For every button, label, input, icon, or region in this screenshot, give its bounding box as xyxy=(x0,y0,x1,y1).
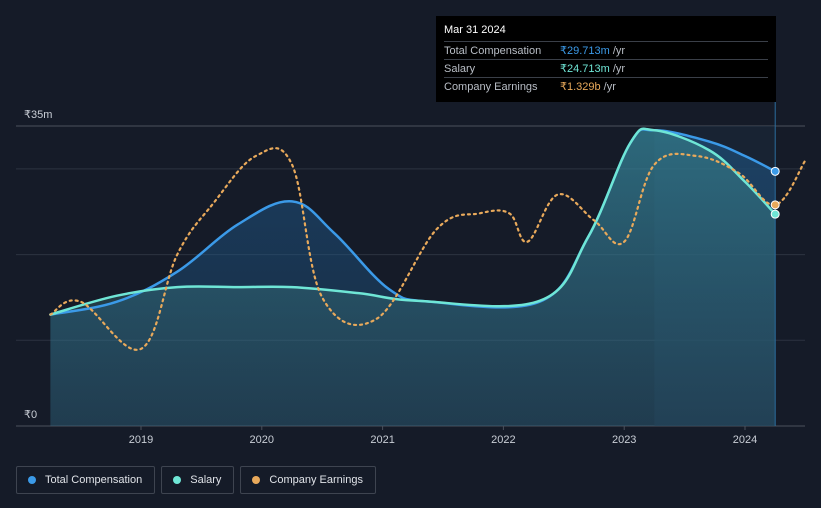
tooltip-value: ₹1.329b xyxy=(560,81,601,93)
marker-total-compensation xyxy=(770,166,780,176)
tooltip-label: Company Earnings xyxy=(444,80,538,93)
legend-label: Salary xyxy=(190,474,222,486)
y-axis: ₹35m ₹0 xyxy=(24,109,52,421)
tooltip-value: ₹24.713m xyxy=(560,63,610,75)
tooltip-label: Salary xyxy=(444,62,476,75)
marker-salary xyxy=(770,209,780,219)
x-tick-label: 2020 xyxy=(250,434,274,446)
legend-item-total-compensation[interactable]: Total Compensation xyxy=(16,466,156,494)
tooltip-date: Mar 31 2024 xyxy=(444,24,506,36)
y-tick-label: ₹35m xyxy=(24,109,52,121)
legend-item-salary[interactable]: Salary xyxy=(161,466,235,494)
x-tick-label: 2022 xyxy=(491,434,515,446)
series-markers xyxy=(770,166,780,219)
x-tick-label: 2023 xyxy=(612,434,636,446)
tooltip-label: Total Compensation xyxy=(444,44,542,57)
legend: Total Compensation Salary Company Earnin… xyxy=(16,466,376,494)
line-company-earnings xyxy=(49,147,807,351)
tooltip-unit: /yr xyxy=(603,80,616,93)
series-areas xyxy=(50,128,776,427)
legend-dot-icon xyxy=(252,476,261,484)
marker-company-earnings xyxy=(770,200,780,210)
tooltip-value: ₹29.713m xyxy=(560,45,610,57)
tooltip: Mar 31 2024 Total Compensation ₹29.713m … xyxy=(436,16,776,102)
area-salary xyxy=(50,128,776,426)
x-tick-label: 2021 xyxy=(370,434,394,446)
tooltip-unit: /yr xyxy=(612,62,626,75)
legend-item-company-earnings[interactable]: Company Earnings xyxy=(240,466,376,494)
legend-label: Company Earnings xyxy=(269,474,363,486)
y-tick-label: ₹0 xyxy=(24,409,37,421)
x-tick-label: 2024 xyxy=(733,434,757,446)
x-axis: 2019 2020 2021 2022 2023 2024 xyxy=(129,426,757,446)
compensation-chart: ₹35m ₹0 2019 2020 2021 2022 2023 2024 xyxy=(16,100,807,446)
tooltip-row-company-earnings: Company Earnings ₹1.329b /yr xyxy=(444,77,768,95)
tooltip-unit: /yr xyxy=(612,44,626,57)
line-salary xyxy=(49,127,777,316)
x-tick-label: 2019 xyxy=(129,434,153,446)
tooltip-row-total-compensation: Total Compensation ₹29.713m /yr xyxy=(444,41,768,59)
legend-label: Total Compensation xyxy=(45,474,143,486)
legend-dot-icon xyxy=(28,476,36,484)
series-lines xyxy=(49,127,807,351)
legend-dot-icon xyxy=(173,476,182,484)
tooltip-row-salary: Salary ₹24.713m /yr xyxy=(444,59,768,77)
